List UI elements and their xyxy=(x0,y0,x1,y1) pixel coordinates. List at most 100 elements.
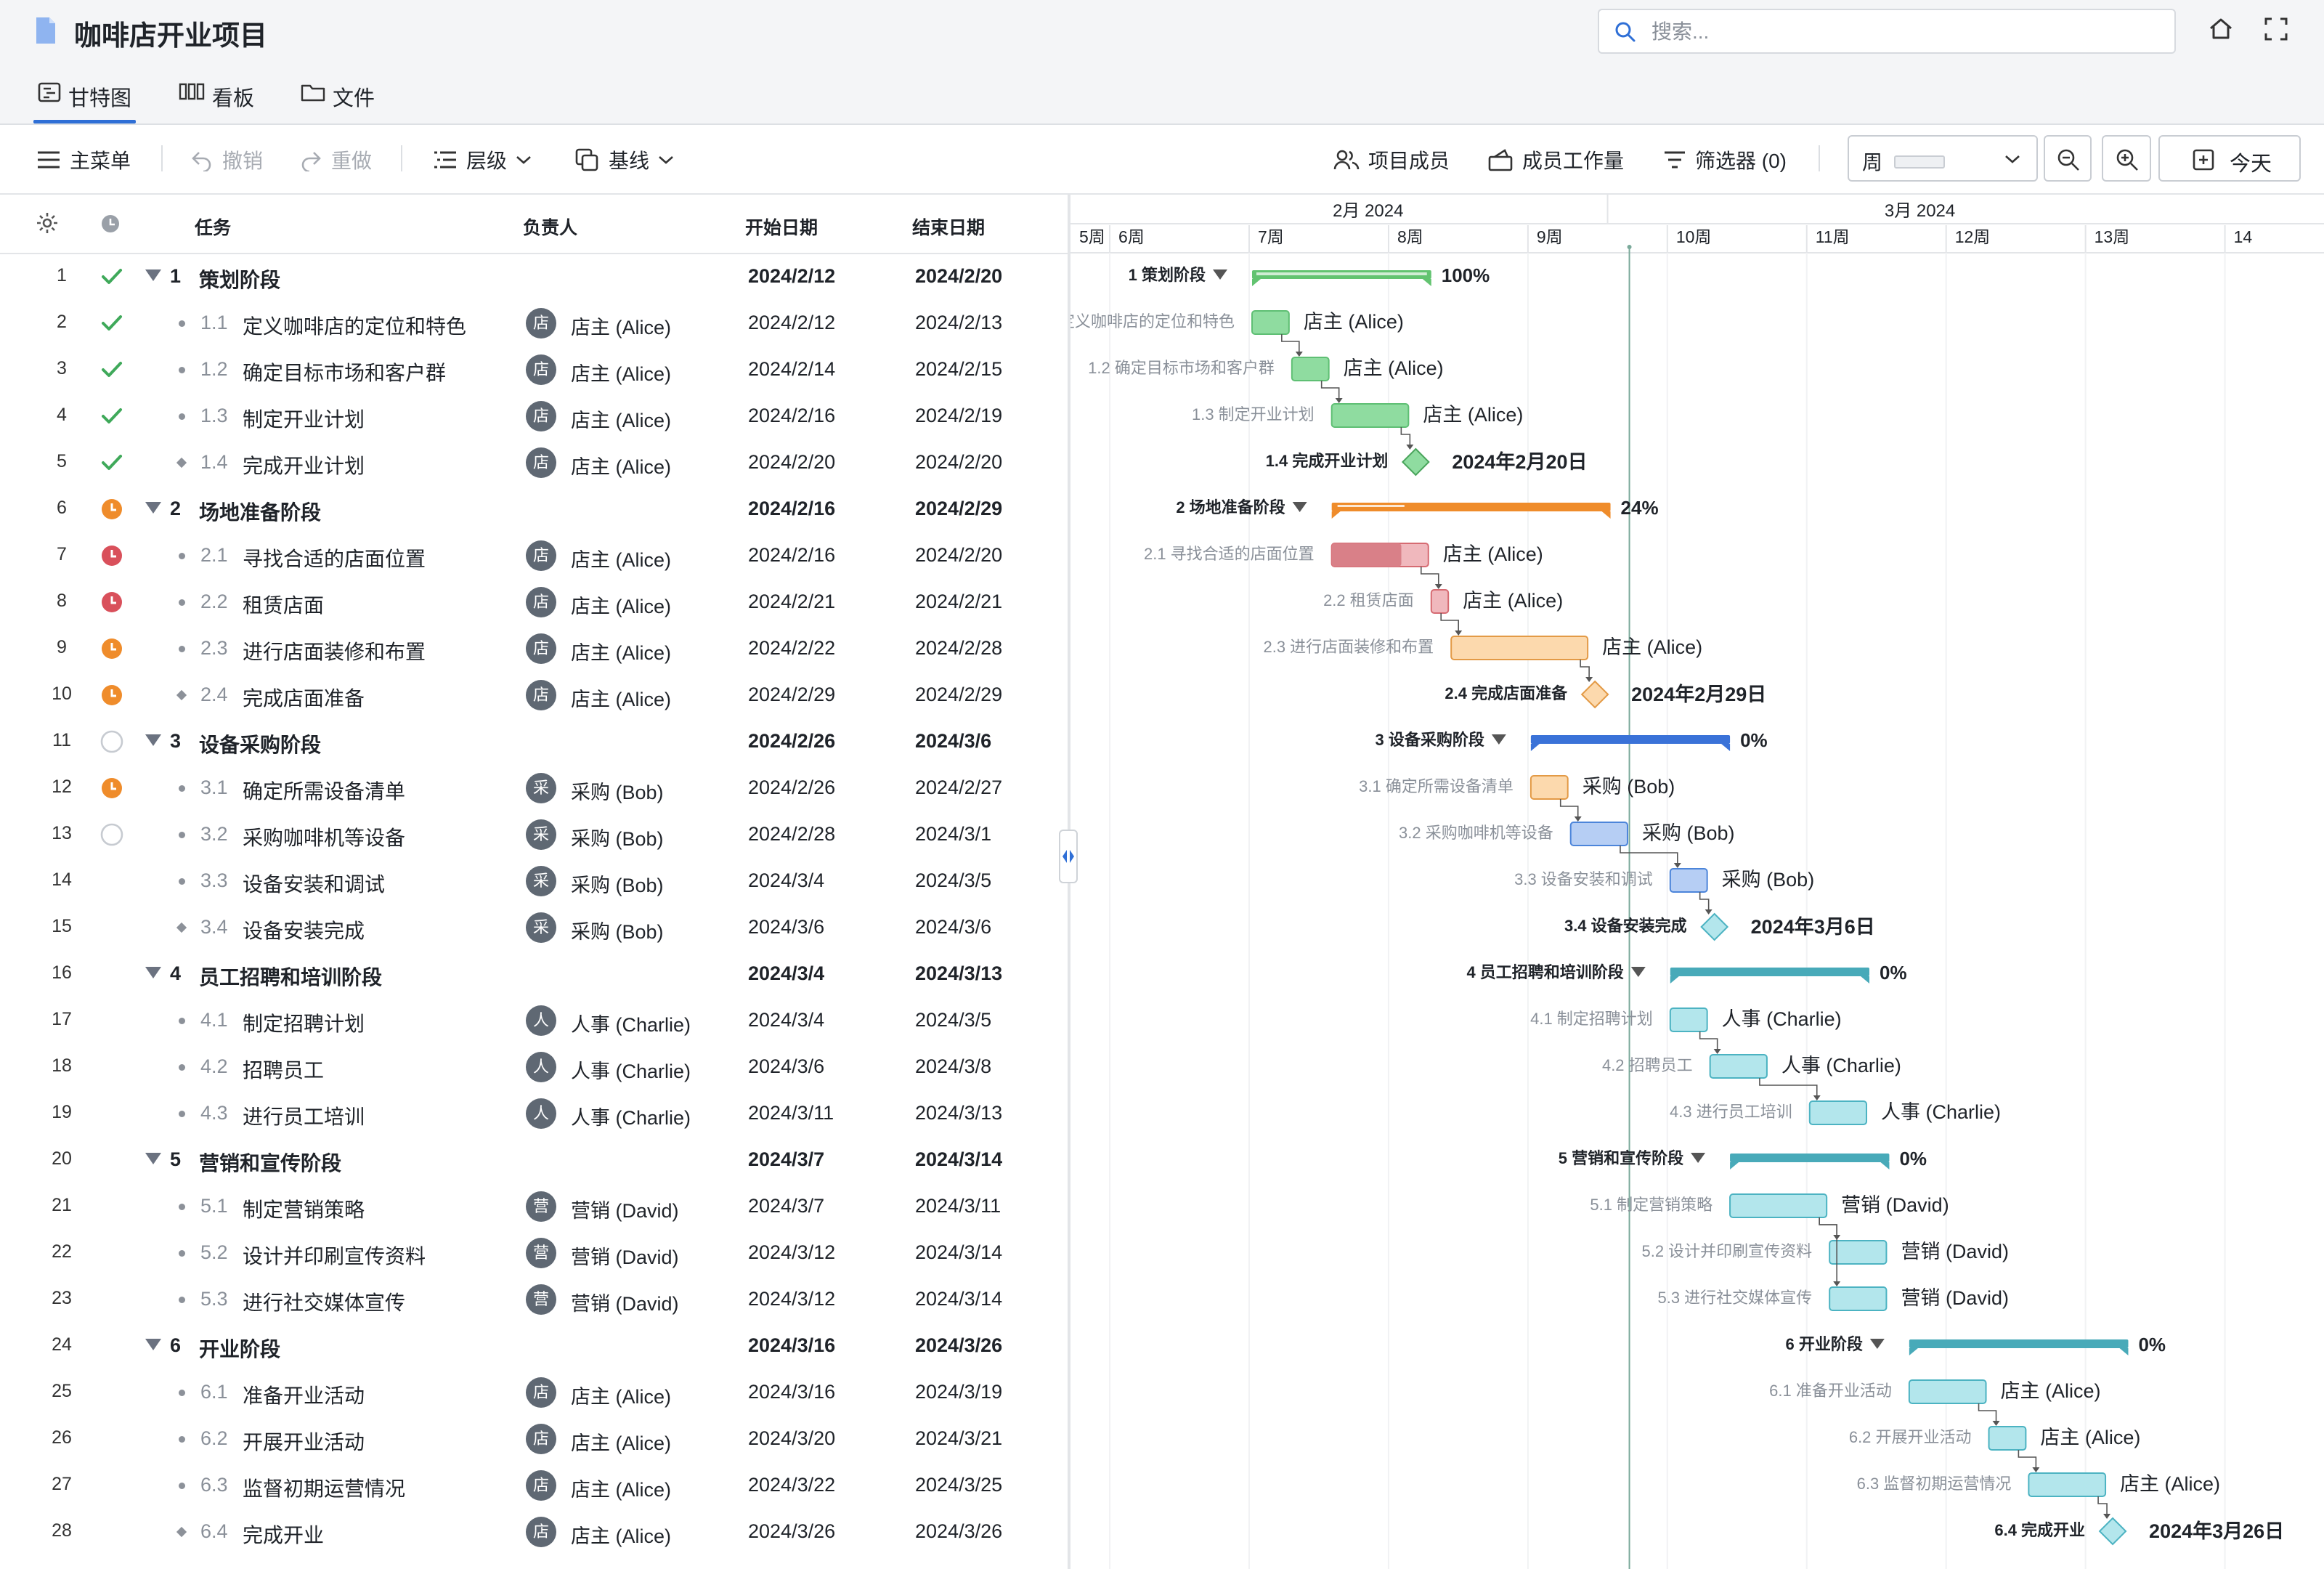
baseline-dropdown[interactable]: 基线 xyxy=(575,145,674,174)
task-row[interactable]: 7 2.1 寻找合适的店面位置 店店主 (Alice) 2024/2/16 2024/2/… xyxy=(0,532,1068,578)
task-name[interactable]: 设备采购阶段 xyxy=(199,734,322,756)
task-row[interactable]: 18 4.2 招聘员工 人人事 (Charlie) 2024/3/6 2024/3/8 xyxy=(0,1043,1068,1090)
task-bar[interactable] xyxy=(1709,1054,1768,1079)
task-name[interactable]: 设计并印刷宣传资料 xyxy=(243,1245,426,1268)
end-date[interactable]: 2024/2/20 xyxy=(915,451,1003,473)
tab-kanban[interactable]: 看板 xyxy=(179,81,254,123)
owner-name[interactable]: 店主 (Alice) xyxy=(571,410,672,431)
collapse-toggle-icon[interactable] xyxy=(145,1153,161,1164)
start-date[interactable]: 2024/2/29 xyxy=(748,684,836,705)
task-name[interactable]: 完成店面准备 xyxy=(243,687,365,710)
task-name[interactable]: 设备安装完成 xyxy=(243,920,365,942)
task-row[interactable]: 9 2.3 进行店面装修和布置 店店主 (Alice) 2024/2/22 2024/2/… xyxy=(0,625,1068,671)
task-name[interactable]: 进行社交媒体宣传 xyxy=(243,1292,406,1314)
task-bar[interactable] xyxy=(1330,403,1410,428)
home-icon[interactable] xyxy=(2206,15,2235,47)
end-date[interactable]: 2024/2/27 xyxy=(915,777,1003,798)
settings-gear-icon[interactable] xyxy=(35,211,60,235)
owner-name[interactable]: 店主 (Alice) xyxy=(571,456,672,478)
start-date[interactable]: 2024/3/6 xyxy=(748,916,825,938)
task-bar[interactable] xyxy=(1908,1379,1987,1404)
end-date[interactable]: 2024/2/29 xyxy=(915,684,1003,705)
zoom-out-button[interactable] xyxy=(2044,135,2092,182)
end-date[interactable]: 2024/2/15 xyxy=(915,358,1003,380)
owner-name[interactable]: 采购 (Bob) xyxy=(571,782,664,803)
task-row[interactable]: 20 5 营销和宣传阶段 2024/3/7 2024/3/14 xyxy=(0,1136,1068,1183)
end-date[interactable]: 2024/3/19 xyxy=(915,1381,1003,1403)
tab-gantt[interactable]: 甘特图 xyxy=(33,81,137,123)
end-date[interactable]: 2024/3/5 xyxy=(915,869,992,891)
owner-name[interactable]: 店主 (Alice) xyxy=(571,363,672,385)
task-row[interactable]: 17 4.1 制定招聘计划 人人事 (Charlie) 2024/3/4 2024/3/5 xyxy=(0,997,1068,1043)
collapse-toggle-icon[interactable] xyxy=(145,734,161,746)
end-date[interactable]: 2024/3/25 xyxy=(915,1474,1003,1496)
owner-name[interactable]: 营销 (David) xyxy=(571,1293,679,1315)
start-date[interactable]: 2024/2/16 xyxy=(748,498,836,519)
start-date[interactable]: 2024/3/4 xyxy=(748,869,825,891)
end-date[interactable]: 2024/3/21 xyxy=(915,1427,1003,1449)
task-name[interactable]: 完成开业计划 xyxy=(243,455,365,477)
task-bar[interactable] xyxy=(1450,636,1589,660)
task-row[interactable]: 11 3 设备采购阶段 2024/2/26 2024/3/6 xyxy=(0,718,1068,764)
main-menu-button[interactable]: 主菜单 xyxy=(36,145,131,174)
task-row[interactable]: 19 4.3 进行员工培训 人人事 (Charlie) 2024/3/11 2024/3/… xyxy=(0,1090,1068,1136)
task-name[interactable]: 场地准备阶段 xyxy=(199,501,322,524)
end-date[interactable]: 2024/3/1 xyxy=(915,823,992,845)
start-date[interactable]: 2024/2/16 xyxy=(748,405,836,426)
task-row[interactable]: 22 5.2 设计并印刷宣传资料 营营销 (David) 2024/3/12 2024/3… xyxy=(0,1229,1068,1276)
collapse-triangle-icon[interactable] xyxy=(1292,502,1307,512)
task-name[interactable]: 监督初期运营情况 xyxy=(243,1477,406,1500)
task-row[interactable]: 28 6.4 完成开业 店店主 (Alice) 2024/3/26 2024/3/26 xyxy=(0,1508,1068,1554)
collapse-toggle-icon[interactable] xyxy=(145,1339,161,1350)
end-date[interactable]: 2024/2/20 xyxy=(915,544,1003,566)
milestone-diamond[interactable] xyxy=(1700,912,1729,941)
task-bar[interactable] xyxy=(1569,822,1628,846)
task-bar[interactable] xyxy=(1988,1426,2027,1451)
summary-bar[interactable] xyxy=(1670,968,1870,976)
owner-name[interactable]: 采购 (Bob) xyxy=(571,921,664,943)
task-row[interactable]: 6 2 场地准备阶段 2024/2/16 2024/2/29 xyxy=(0,485,1068,532)
task-row[interactable]: 23 5.3 进行社交媒体宣传 营营销 (David) 2024/3/12 2024/3/… xyxy=(0,1276,1068,1322)
task-row[interactable]: 15 3.4 设备安装完成 采采购 (Bob) 2024/3/6 2024/3/6 xyxy=(0,904,1068,950)
summary-bar[interactable] xyxy=(1730,1154,1890,1162)
task-name[interactable]: 开展开业活动 xyxy=(243,1431,365,1454)
task-row[interactable]: 10 2.4 完成店面准备 店店主 (Alice) 2024/2/29 2024/2/29 xyxy=(0,671,1068,718)
end-date[interactable]: 2024/3/6 xyxy=(915,730,992,752)
collapse-triangle-icon[interactable] xyxy=(1869,1339,1885,1349)
start-date[interactable]: 2024/3/16 xyxy=(748,1334,836,1356)
fullscreen-icon[interactable] xyxy=(2262,15,2291,47)
task-name[interactable]: 进行员工培训 xyxy=(243,1106,365,1128)
owner-name[interactable]: 店主 (Alice) xyxy=(571,642,672,664)
task-row[interactable]: 5 1.4 完成开业计划 店店主 (Alice) 2024/2/20 2024/2/20 xyxy=(0,439,1068,485)
task-bar[interactable] xyxy=(1829,1286,1888,1311)
start-date[interactable]: 2024/3/22 xyxy=(748,1474,836,1496)
member-workload-button[interactable]: 成员工作量 xyxy=(1487,145,1624,174)
task-bar[interactable] xyxy=(1669,1008,1708,1032)
start-date[interactable]: 2024/3/20 xyxy=(748,1427,836,1449)
end-date[interactable]: 2024/2/28 xyxy=(915,637,1003,659)
task-bar[interactable] xyxy=(1808,1100,1868,1125)
task-row[interactable]: 3 1.2 确定目标市场和客户群 店店主 (Alice) 2024/2/14 2024/2… xyxy=(0,346,1068,392)
end-date[interactable]: 2024/3/6 xyxy=(915,916,992,938)
owner-name[interactable]: 店主 (Alice) xyxy=(571,596,672,617)
owner-name[interactable]: 人事 (Charlie) xyxy=(571,1014,691,1036)
owner-name[interactable]: 营销 (David) xyxy=(571,1200,679,1222)
task-name[interactable]: 招聘员工 xyxy=(243,1059,325,1082)
task-bar[interactable] xyxy=(2028,1472,2107,1497)
start-date[interactable]: 2024/3/26 xyxy=(748,1520,836,1542)
task-name[interactable]: 完成开业 xyxy=(243,1524,325,1546)
column-header-start[interactable]: 开始日期 xyxy=(745,218,818,238)
start-date[interactable]: 2024/2/14 xyxy=(748,358,836,380)
start-date[interactable]: 2024/3/4 xyxy=(748,1009,825,1031)
milestone-diamond[interactable] xyxy=(1401,447,1430,477)
end-date[interactable]: 2024/3/13 xyxy=(915,1102,1003,1124)
task-row[interactable]: 16 4 员工招聘和培训阶段 2024/3/4 2024/3/13 xyxy=(0,950,1068,997)
scale-select[interactable]: 周 xyxy=(1848,135,2038,182)
end-date[interactable]: 2024/2/19 xyxy=(915,405,1003,426)
collapse-toggle-icon[interactable] xyxy=(145,967,161,978)
start-date[interactable]: 2024/2/16 xyxy=(748,544,836,566)
owner-name[interactable]: 采购 (Bob) xyxy=(571,875,664,896)
task-row[interactable]: 4 1.3 制定开业计划 店店主 (Alice) 2024/2/16 2024/2/19 xyxy=(0,392,1068,439)
end-date[interactable]: 2024/3/5 xyxy=(915,1009,992,1031)
task-row[interactable]: 24 6 开业阶段 2024/3/16 2024/3/26 xyxy=(0,1322,1068,1369)
